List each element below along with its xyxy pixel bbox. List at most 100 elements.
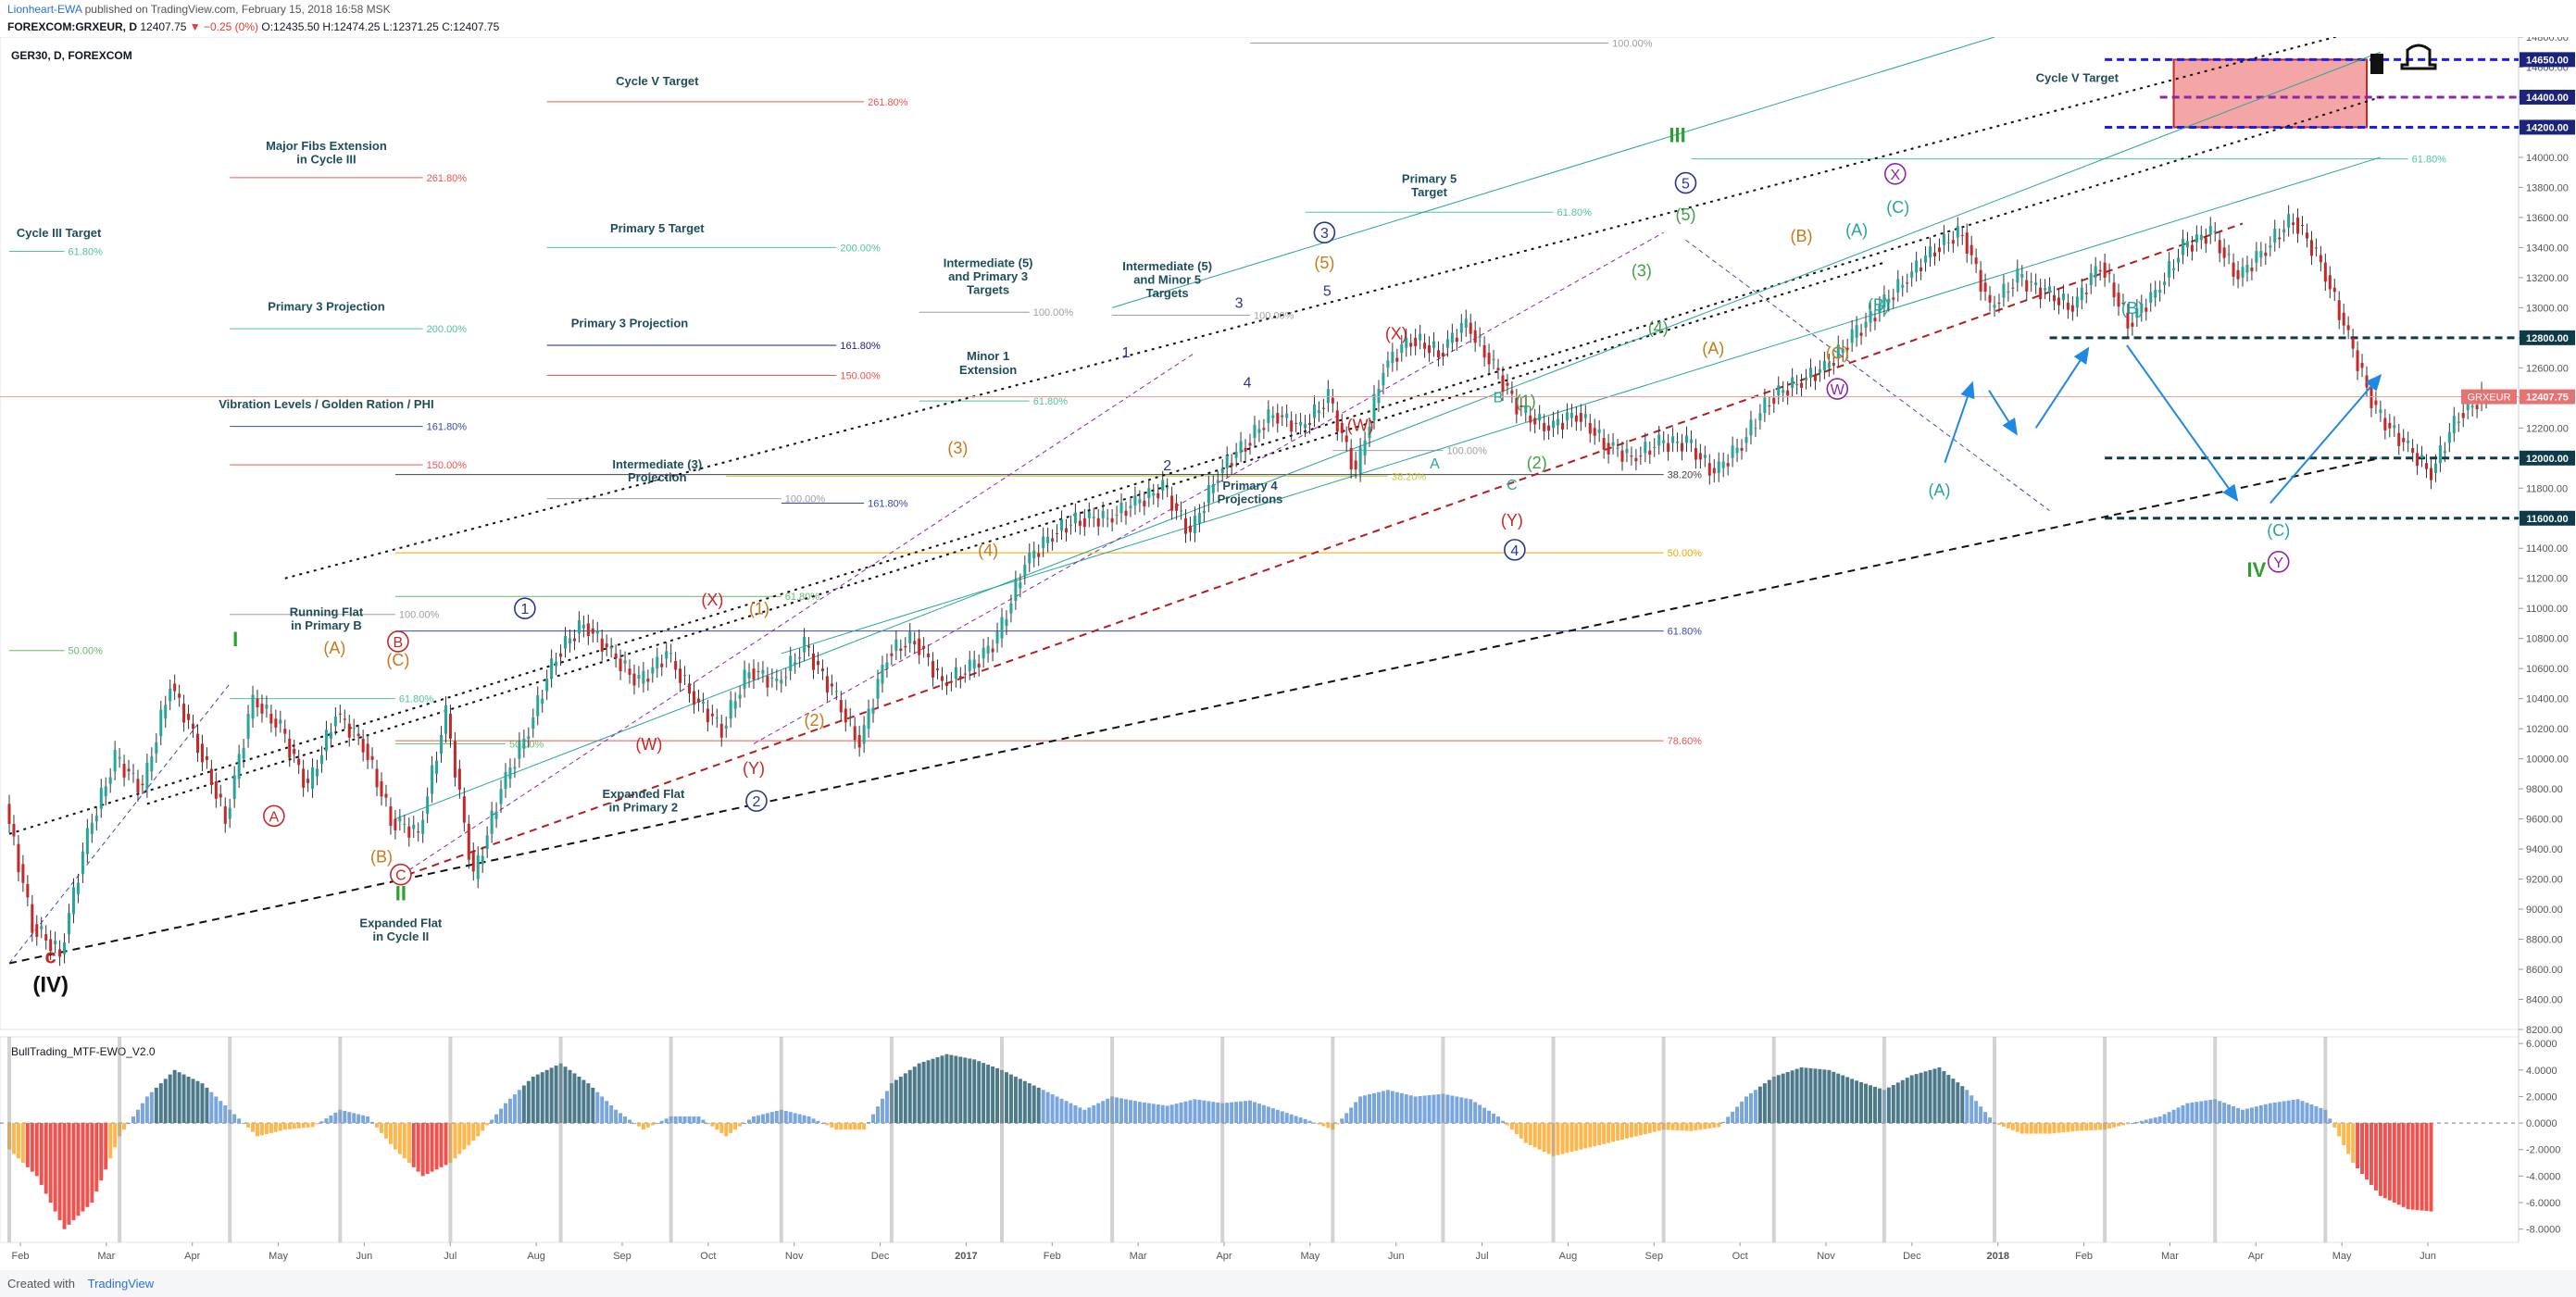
target-zone-box bbox=[2172, 58, 2369, 129]
osc-bar bbox=[558, 1063, 563, 1124]
osc-bar bbox=[1850, 1079, 1855, 1124]
osc-bar bbox=[186, 1076, 191, 1124]
osc-bar bbox=[287, 1123, 292, 1129]
osc-bar bbox=[692, 1116, 696, 1124]
osc-bar bbox=[370, 1121, 375, 1124]
osc-bar bbox=[898, 1076, 903, 1124]
candle-body bbox=[1129, 505, 1132, 508]
osc-bar bbox=[1652, 1123, 1657, 1132]
candle-body bbox=[1344, 435, 1348, 443]
osc-bar bbox=[972, 1059, 977, 1124]
candle-body bbox=[2117, 293, 2120, 307]
candle-body bbox=[412, 824, 416, 829]
candle-body bbox=[2388, 422, 2392, 429]
osc-bar bbox=[867, 1121, 871, 1124]
osc-bar bbox=[1298, 1117, 1303, 1124]
osc-bar bbox=[127, 1123, 131, 1125]
candle-body bbox=[2154, 290, 2157, 298]
candle-body bbox=[1037, 553, 1041, 557]
osc-bar bbox=[715, 1123, 719, 1130]
osc-signal-bar bbox=[1661, 1037, 1666, 1242]
candle-body bbox=[1023, 565, 1027, 577]
osc-bar bbox=[462, 1123, 467, 1150]
candle-body bbox=[1859, 332, 1863, 336]
osc-bar bbox=[544, 1069, 549, 1124]
osc-bar bbox=[1008, 1074, 1013, 1124]
osc-bar bbox=[1289, 1114, 1294, 1124]
osc-bar bbox=[1666, 1123, 1670, 1130]
candle-body bbox=[293, 748, 296, 755]
osc-signal-bar bbox=[1110, 1037, 1115, 1242]
osc-bar bbox=[935, 1056, 940, 1124]
candle-body bbox=[665, 651, 669, 659]
osc-bar bbox=[912, 1066, 917, 1124]
candle-body bbox=[338, 713, 342, 715]
candle-body bbox=[1092, 517, 1095, 518]
candle-body bbox=[457, 768, 461, 790]
osc-bar bbox=[2176, 1107, 2181, 1124]
candle-body bbox=[1510, 390, 1514, 394]
osc-bar bbox=[90, 1123, 94, 1203]
price-chart[interactable]: GER30, D, FOREXCOM BullTrading_MTF-EWO_V2… bbox=[0, 37, 2576, 1270]
candle-body bbox=[1060, 519, 1064, 531]
candle-body bbox=[1873, 318, 1877, 322]
osc-bar bbox=[1266, 1106, 1270, 1124]
fib-level-label: 38.20% bbox=[1392, 471, 1427, 482]
candle-body bbox=[1593, 428, 1596, 436]
candle-body bbox=[1138, 499, 1142, 504]
osc-bar bbox=[2337, 1123, 2342, 1137]
osc-bar bbox=[2424, 1123, 2429, 1212]
osc-bar bbox=[549, 1067, 554, 1124]
osc-bar bbox=[104, 1123, 108, 1170]
osc-bar bbox=[1993, 1123, 1996, 1125]
osc-bar bbox=[1124, 1099, 1128, 1124]
candle-body bbox=[99, 787, 103, 809]
candle-body bbox=[1078, 520, 1082, 526]
osc-bar bbox=[1381, 1091, 1385, 1124]
trend-line bbox=[1111, 37, 1995, 308]
osc-bar bbox=[830, 1123, 834, 1128]
projection-arrow bbox=[1944, 380, 1975, 463]
candle-body bbox=[2002, 283, 2006, 298]
osc-tick-label: 0.0000 bbox=[2526, 1118, 2557, 1129]
candle-body bbox=[279, 719, 282, 724]
osc-bar bbox=[2286, 1100, 2291, 1124]
osc-bar bbox=[958, 1056, 963, 1124]
osc-bar bbox=[862, 1123, 867, 1130]
osc-bar bbox=[2190, 1102, 2195, 1124]
candle-body bbox=[251, 694, 255, 719]
osc-bar bbox=[319, 1121, 324, 1124]
osc-bar bbox=[991, 1066, 995, 1124]
osc-bar bbox=[2392, 1123, 2396, 1203]
osc-bar bbox=[2075, 1123, 2080, 1131]
osc-bar bbox=[1611, 1123, 1616, 1142]
circled-wave-ring bbox=[2267, 551, 2290, 573]
symbol-line: FOREXCOM:GRXEUR, D 12407.75 ▼ −0.25 (0%)… bbox=[7, 20, 499, 33]
osc-bar bbox=[1078, 1107, 1082, 1124]
candle-body bbox=[2278, 237, 2282, 240]
osc-bar bbox=[2373, 1123, 2378, 1191]
tradingview-logo-link[interactable]: TradingView bbox=[87, 1277, 155, 1291]
x-tick-label: Feb bbox=[2075, 1251, 2093, 1262]
osc-bar bbox=[1744, 1096, 1748, 1124]
candle-body bbox=[1308, 422, 1312, 425]
price-badge bbox=[2520, 52, 2575, 68]
osc-bar bbox=[2305, 1103, 2309, 1124]
candle-body bbox=[127, 768, 131, 772]
osc-bar bbox=[1689, 1123, 1694, 1131]
osc-bar bbox=[393, 1123, 397, 1150]
osc-bar bbox=[1455, 1096, 1459, 1124]
candle-body bbox=[2094, 266, 2097, 278]
candle-body bbox=[619, 658, 622, 672]
osc-bar bbox=[1983, 1112, 1988, 1124]
circled-wave-ring bbox=[1826, 378, 1849, 400]
osc-bar bbox=[2057, 1123, 2061, 1133]
candle-body bbox=[54, 941, 57, 944]
osc-signal-bar bbox=[1882, 1037, 1886, 1242]
author-link[interactable]: Lionheart-EWA bbox=[7, 3, 82, 16]
candle-body bbox=[81, 851, 84, 875]
candle-body bbox=[467, 824, 470, 860]
osc-bar bbox=[356, 1114, 361, 1124]
candle-body bbox=[435, 760, 439, 774]
candle-body bbox=[274, 718, 278, 728]
